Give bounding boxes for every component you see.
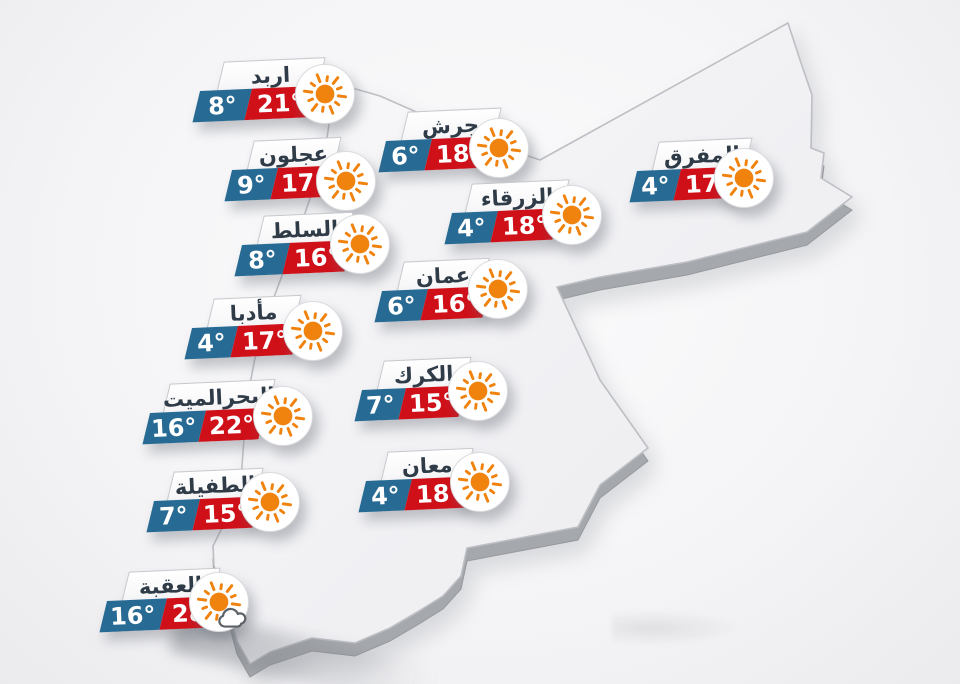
sun-icon xyxy=(549,194,595,236)
weather-icon-badge xyxy=(295,64,355,124)
city-weather-card: مأدبا 4° 17° xyxy=(184,294,382,365)
city-weather-card: المفرق 4° 17° xyxy=(629,137,827,208)
sun-icon xyxy=(721,157,767,199)
sun-icon xyxy=(302,73,348,115)
sun-icon xyxy=(337,223,383,265)
low-temperature-segment: 8° xyxy=(192,88,252,123)
low-temperature-value: 4° xyxy=(196,328,227,358)
city-name-label: اربد xyxy=(250,62,291,89)
low-temperature-segment: 8° xyxy=(234,242,290,277)
weather-icon-badge xyxy=(330,214,390,274)
low-temperature-value: 7° xyxy=(158,501,189,531)
low-temperature-value: 4° xyxy=(640,171,671,201)
city-weather-card: اربد 8° 21° xyxy=(192,57,390,128)
sun-icon xyxy=(260,395,306,437)
city-weather-card: عجلون 9° 17° xyxy=(224,136,422,211)
city-name-label: معان xyxy=(401,452,453,480)
low-temperature-value: 7° xyxy=(365,390,396,420)
sun-icon xyxy=(247,481,293,523)
low-temperature-value: 6° xyxy=(386,291,417,321)
weather-icon-badge xyxy=(450,452,510,512)
low-temperature-value: 16° xyxy=(109,600,157,631)
sun-icon xyxy=(476,127,522,169)
weather-icon-badge xyxy=(283,301,343,361)
low-temperature-segment: 16° xyxy=(142,410,206,445)
low-temperature-value: 9° xyxy=(236,170,267,200)
sun-icon xyxy=(455,370,501,412)
city-weather-card: الزرقاء 4° 18° xyxy=(444,179,642,250)
sun-icon xyxy=(475,268,521,310)
weather-icon-badge xyxy=(189,572,249,632)
city-name-label: عمان xyxy=(415,262,471,290)
low-temperature-segment: 16° xyxy=(99,598,167,633)
low-temperature-value: 8° xyxy=(207,90,238,121)
city-name-label: مأدبا xyxy=(229,299,279,326)
sun-icon xyxy=(323,160,369,202)
sun-icon xyxy=(457,461,503,503)
weather-icon-badge xyxy=(714,148,774,208)
weather-icon-badge xyxy=(240,472,300,532)
weather-icon-badge xyxy=(542,185,602,245)
city-weather-card: السلط 8° 16° xyxy=(234,211,432,282)
temperature-bar: 16° 22° xyxy=(142,407,266,445)
watermark-smudge xyxy=(612,610,742,646)
sun-icon xyxy=(290,310,336,352)
low-temperature-value: 8° xyxy=(247,245,278,275)
weather-icon-badge xyxy=(469,118,529,178)
low-temperature-value: 4° xyxy=(456,213,487,243)
city-weather-card: عمان 6° 16° xyxy=(374,257,572,328)
low-temperature-value: 16° xyxy=(150,412,198,443)
cloud-icon xyxy=(218,607,247,628)
low-temperature-value: 4° xyxy=(370,481,401,511)
weather-icon-badge xyxy=(316,151,376,211)
city-weather-card: معان 4° 18° xyxy=(358,447,556,518)
high-temperature-value: 22° xyxy=(208,409,256,440)
weather-icon-badge xyxy=(253,386,313,446)
city-weather-card: جرش 6° 18° xyxy=(378,107,576,178)
city-weather-card: البحرالميت 16° 22° xyxy=(142,379,340,450)
high-temperature-value: 17° xyxy=(241,325,289,356)
city-weather-card: الكرك 7° 15° xyxy=(354,356,552,427)
city-weather-card: الطفيلة 7° 15° xyxy=(146,467,344,538)
weather-icon-badge xyxy=(448,361,508,421)
city-weather-card: العقبة 16° 28° xyxy=(99,567,482,684)
weather-icon-badge xyxy=(468,259,528,319)
